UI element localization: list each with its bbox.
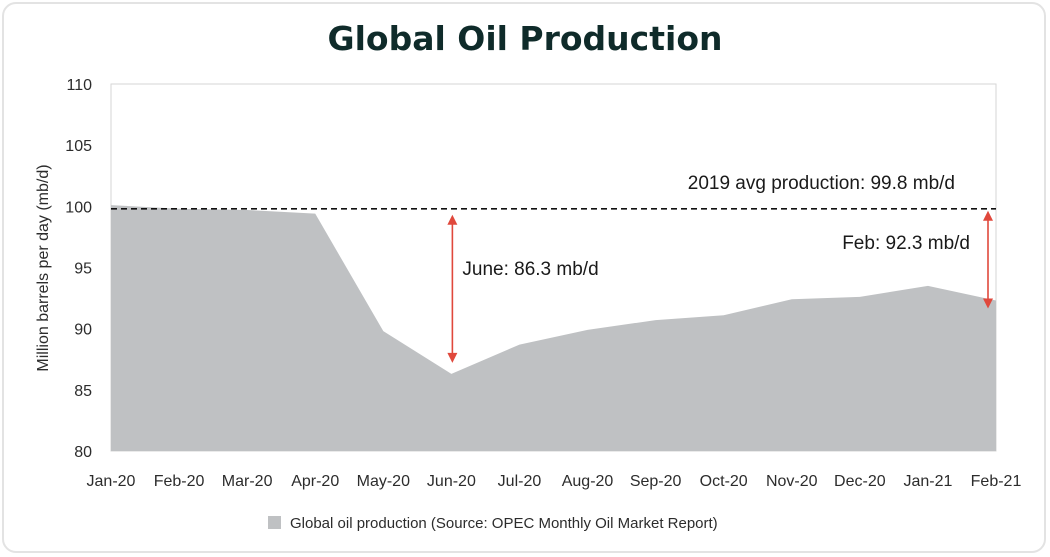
x-axis: Jan-20 Feb-20 Mar-20 Apr-20 May-20 Jun-20 Jul-…: [87, 473, 1022, 490]
x-tick-label: Jan-21: [903, 473, 952, 490]
feb-annotation-head-top: [983, 210, 993, 221]
data-point-Jan-21: [926, 284, 930, 288]
x-tick-label: Jul-20: [498, 473, 542, 490]
x-tick-label: Nov-20: [766, 473, 818, 490]
y-tick-label: 110: [66, 77, 92, 94]
data-point-Apr-20: [313, 212, 317, 216]
data-point-Jun-20: [449, 372, 453, 376]
x-tick-label: Oct-20: [700, 473, 748, 490]
data-point-Jul-20: [517, 343, 521, 347]
y-tick-label: 85: [74, 383, 92, 400]
june-annotation: June: 86.3 mb/d: [447, 214, 599, 363]
annotation-layer: June: 86.3 mb/d Feb: 92.3 mb/d: [447, 210, 993, 363]
x-tick-label: Dec-20: [834, 473, 886, 490]
june-annotation-label: June: 86.3 mb/d: [462, 259, 598, 280]
y-tick-label: 105: [65, 138, 92, 155]
legend-swatch: [268, 516, 281, 529]
x-tick-label: Aug-20: [562, 473, 614, 490]
y-axis-label: Million barrels per day (mb/d): [35, 164, 52, 371]
x-tick-label: May-20: [357, 473, 410, 490]
legend-label: Global oil production (Source: OPEC Mont…: [290, 515, 718, 532]
y-tick-label: 80: [74, 444, 92, 461]
plot-area: 2019 avg production: 99.8 mb/d June: 86.…: [109, 83, 998, 452]
data-point-Aug-20: [586, 328, 590, 332]
x-tick-label: Mar-20: [222, 473, 273, 490]
x-tick-label: Sep-20: [630, 473, 682, 490]
x-tick-label: Feb-20: [154, 473, 205, 490]
reference-layer: 2019 avg production: 99.8 mb/d: [111, 173, 996, 210]
x-tick-label: Jan-20: [87, 473, 136, 490]
x-tick-label: Jun-20: [427, 473, 476, 490]
june-annotation-head-bottom: [447, 352, 458, 363]
x-tick-label: Apr-20: [291, 473, 339, 490]
reference-line-label: 2019 avg production: 99.8 mb/d: [688, 173, 955, 194]
area-layer: [109, 203, 998, 451]
data-point-Feb-20: [177, 207, 181, 211]
data-point-Feb-21: [994, 299, 998, 303]
feb-annotation: Feb: 92.3 mb/d: [842, 210, 993, 309]
y-axis: 80 85 90 95 100 105 110: [65, 77, 92, 461]
data-point-Oct-20: [722, 313, 726, 317]
production-area: [111, 205, 996, 451]
data-point-Nov-20: [790, 297, 794, 301]
feb-annotation-head-bottom: [983, 298, 993, 309]
chart-title: Global Oil Production: [328, 19, 723, 58]
x-tick-label: Feb-21: [971, 473, 1022, 490]
feb-annotation-label: Feb: 92.3 mb/d: [842, 233, 970, 254]
y-tick-label: 100: [65, 199, 92, 216]
legend: Global oil production (Source: OPEC Mont…: [268, 515, 718, 532]
data-point-Sep-20: [654, 318, 658, 322]
june-annotation-head-top: [447, 214, 458, 225]
y-tick-label: 95: [74, 261, 92, 278]
data-point-Dec-20: [858, 295, 862, 299]
y-tick-label: 90: [74, 322, 92, 339]
data-point-May-20: [381, 329, 385, 333]
data-point-Jan-20: [109, 203, 113, 207]
